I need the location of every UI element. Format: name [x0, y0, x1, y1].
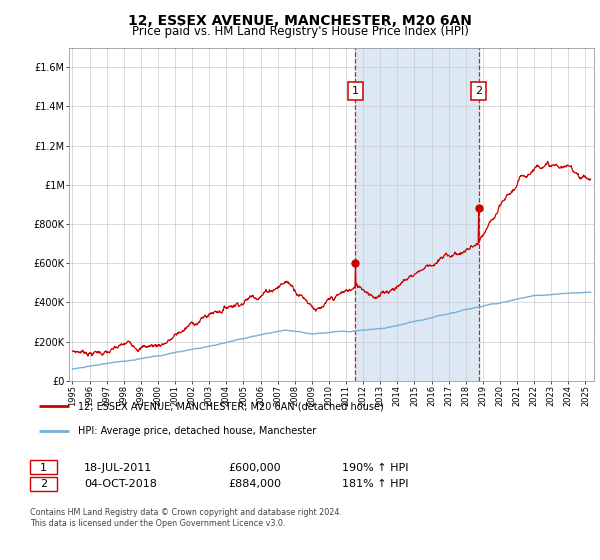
Text: £600,000: £600,000 [228, 463, 281, 473]
Text: Contains HM Land Registry data © Crown copyright and database right 2024.
This d: Contains HM Land Registry data © Crown c… [30, 508, 342, 528]
Text: £884,000: £884,000 [228, 479, 281, 489]
Bar [355, 48, 479, 381]
Text: 190% ↑ HPI: 190% ↑ HPI [342, 463, 409, 473]
Text: 18-JUL-2011: 18-JUL-2011 [84, 463, 152, 473]
Text: 04-OCT-2018: 04-OCT-2018 [84, 479, 157, 489]
Text: 12, ESSEX AVENUE, MANCHESTER, M20 6AN: 12, ESSEX AVENUE, MANCHESTER, M20 6AN [128, 14, 472, 28]
Text: 2: 2 [475, 86, 482, 96]
Text: 1: 1 [40, 463, 47, 473]
Text: 2: 2 [40, 479, 47, 489]
Text: 1: 1 [352, 86, 359, 96]
Text: 181% ↑ HPI: 181% ↑ HPI [342, 479, 409, 489]
Text: Price paid vs. HM Land Registry's House Price Index (HPI): Price paid vs. HM Land Registry's House … [131, 25, 469, 38]
Text: 12, ESSEX AVENUE, MANCHESTER, M20 6AN (detached house): 12, ESSEX AVENUE, MANCHESTER, M20 6AN (d… [77, 402, 383, 412]
Text: HPI: Average price, detached house, Manchester: HPI: Average price, detached house, Manc… [77, 426, 316, 436]
